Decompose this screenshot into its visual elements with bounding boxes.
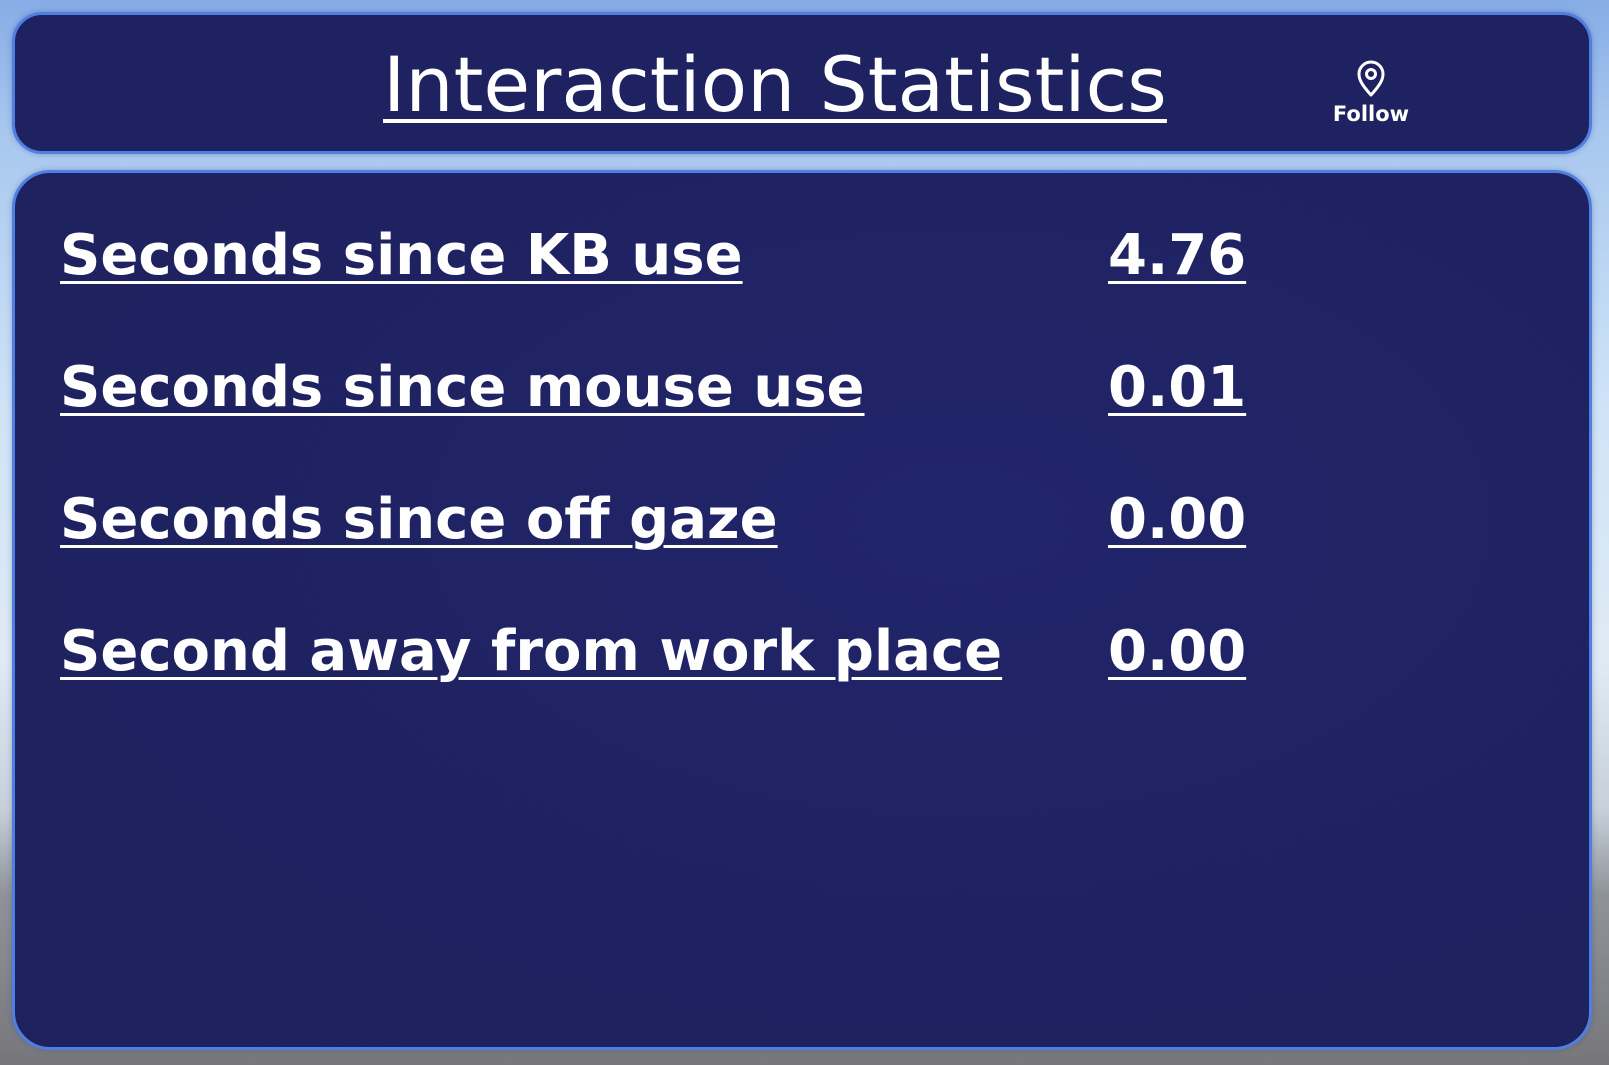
stat-label-kb: Seconds since KB use bbox=[60, 223, 743, 288]
stat-row-gaze: Seconds since off gaze 0.00 bbox=[15, 482, 1589, 562]
follow-button[interactable]: Follow bbox=[1327, 59, 1415, 139]
location-pin-icon bbox=[1357, 60, 1385, 97]
follow-label: Follow bbox=[1332, 102, 1410, 126]
stat-row-away: Second away from work place 0.00 bbox=[15, 614, 1589, 694]
stat-row-kb: Seconds since KB use 4.76 bbox=[15, 218, 1589, 298]
stat-value-mouse: 0.01 bbox=[1108, 355, 1247, 420]
stat-value-away: 0.00 bbox=[1108, 619, 1247, 684]
page-title: Interaction Statistics bbox=[383, 40, 1167, 129]
stat-value-gaze: 0.00 bbox=[1108, 487, 1247, 552]
stat-value-kb: 4.76 bbox=[1108, 223, 1247, 288]
stat-label-gaze: Seconds since off gaze bbox=[60, 487, 778, 552]
stat-row-mouse: Seconds since mouse use 0.01 bbox=[15, 350, 1589, 430]
stat-label-mouse: Seconds since mouse use bbox=[60, 355, 865, 420]
title-panel: Interaction Statistics Follow bbox=[12, 12, 1592, 154]
stat-label-away: Second away from work place bbox=[60, 619, 1003, 684]
stats-panel: Seconds since KB use 4.76 Seconds since … bbox=[12, 170, 1592, 1050]
